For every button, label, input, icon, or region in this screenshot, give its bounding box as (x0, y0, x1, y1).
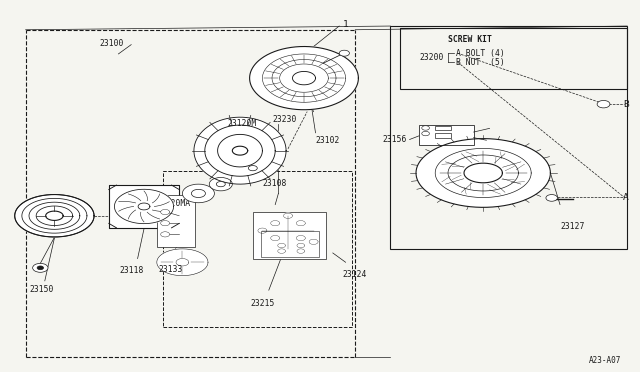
Bar (253, 212, 326, 259)
Text: SCREW KIT: SCREW KIT (448, 35, 492, 44)
Polygon shape (297, 249, 305, 253)
Circle shape (422, 126, 429, 130)
Text: 23100: 23100 (100, 39, 124, 48)
Text: 23215: 23215 (250, 299, 275, 308)
Polygon shape (138, 203, 150, 210)
Polygon shape (416, 139, 550, 207)
Text: B: B (623, 100, 628, 109)
Circle shape (161, 209, 170, 215)
Bar (157, 195, 195, 247)
Bar (261, 231, 319, 257)
Text: 23156: 23156 (382, 135, 406, 144)
Bar (163, 171, 352, 327)
Polygon shape (309, 239, 318, 244)
Polygon shape (205, 125, 275, 176)
Polygon shape (278, 249, 285, 253)
Circle shape (161, 232, 170, 237)
Polygon shape (464, 163, 502, 183)
Polygon shape (271, 235, 280, 241)
Polygon shape (45, 211, 63, 221)
Circle shape (37, 266, 44, 270)
Polygon shape (194, 117, 286, 184)
Bar (400, 28, 627, 89)
Circle shape (248, 166, 257, 171)
Text: 23127: 23127 (560, 222, 584, 231)
Circle shape (597, 100, 610, 108)
Polygon shape (250, 46, 358, 110)
Circle shape (182, 184, 214, 203)
Polygon shape (15, 195, 94, 237)
Circle shape (161, 221, 170, 226)
Circle shape (191, 189, 205, 198)
Text: A: A (623, 193, 628, 202)
Polygon shape (218, 134, 262, 167)
Polygon shape (296, 221, 305, 226)
Circle shape (546, 195, 557, 201)
Text: 23230: 23230 (272, 115, 296, 124)
Polygon shape (258, 228, 267, 233)
Text: 1: 1 (342, 20, 348, 29)
Text: 23102: 23102 (316, 136, 340, 145)
Text: A BOLT (4): A BOLT (4) (456, 49, 504, 58)
Text: B NUT  (5): B NUT (5) (456, 58, 504, 67)
Bar (109, 185, 179, 228)
Circle shape (33, 263, 48, 272)
Polygon shape (297, 243, 305, 248)
Circle shape (422, 131, 429, 136)
Polygon shape (271, 221, 280, 226)
Polygon shape (115, 189, 173, 224)
Bar (435, 126, 451, 130)
Text: 23118: 23118 (119, 266, 143, 275)
Polygon shape (284, 213, 292, 218)
Text: 23150: 23150 (29, 285, 54, 294)
Text: A23-A07: A23-A07 (588, 356, 621, 365)
Text: 23124: 23124 (342, 270, 367, 279)
Polygon shape (292, 71, 316, 85)
Bar (435, 133, 451, 138)
Text: 23108: 23108 (262, 179, 287, 187)
Polygon shape (296, 235, 305, 241)
Text: 23200: 23200 (419, 53, 444, 62)
Bar (419, 125, 474, 145)
Text: 23133: 23133 (159, 265, 183, 274)
Polygon shape (232, 146, 248, 155)
Circle shape (339, 50, 349, 56)
Polygon shape (157, 249, 208, 276)
Text: 23120M: 23120M (227, 119, 257, 128)
Circle shape (209, 177, 232, 191)
Polygon shape (278, 243, 285, 248)
Bar (390, 26, 627, 249)
Circle shape (216, 182, 225, 187)
Text: 23120MA: 23120MA (157, 199, 191, 208)
